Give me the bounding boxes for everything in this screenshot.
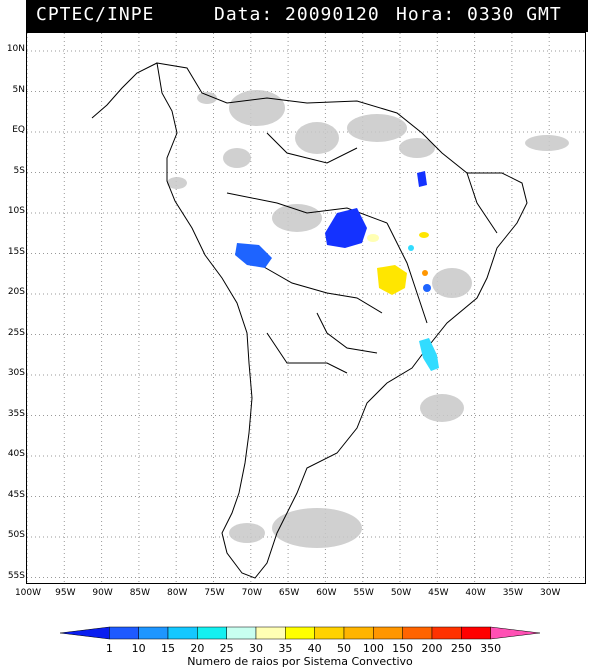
lon-label: 90W — [92, 588, 113, 598]
lat-label: 20S — [7, 287, 25, 297]
system-pale — [367, 234, 379, 242]
lon-label: 55W — [353, 588, 374, 598]
cloud-cover — [167, 90, 569, 548]
colorbar-cell — [285, 626, 315, 640]
map-canvas — [27, 33, 585, 583]
colorbar-cell — [314, 626, 345, 640]
time-label: Hora: 0330 GMT — [396, 4, 562, 25]
colorbar-cell — [343, 626, 374, 640]
colorbar-cell — [402, 626, 433, 640]
colorbar-cell — [138, 626, 169, 640]
lon-label: 30W — [540, 588, 561, 598]
colorbar-tick-label: 10 — [131, 642, 146, 655]
system-blue-large — [325, 208, 367, 248]
agency-label: CPTEC/INPE — [36, 4, 155, 25]
colorbar-tick-label: 200 — [421, 642, 443, 655]
lat-label: 10N — [6, 44, 25, 54]
lat-label: 15S — [7, 246, 25, 257]
lat-label: 5S — [13, 165, 25, 176]
lat-label: 35S — [7, 408, 25, 419]
system-blue-west — [235, 243, 272, 268]
colorbar — [59, 626, 541, 640]
colorbar-tick-label: 1 — [105, 642, 113, 655]
lon-label: 45W — [428, 588, 449, 598]
lat-label: 5N — [12, 84, 25, 95]
header-bar: CPTEC/INPE Data: 20090120 Hora: 0330 GMT — [26, 0, 588, 32]
lat-lon-grid — [27, 33, 585, 583]
lat-label: 10S — [7, 206, 25, 216]
colorbar-tick-label: 150 — [392, 642, 414, 655]
colorbar-tick-label: 20 — [190, 642, 205, 655]
colorbar-tick-label: 50 — [337, 642, 351, 655]
system-cyan-south — [419, 338, 439, 371]
lon-label: 70W — [241, 588, 262, 598]
lon-label: 75W — [204, 588, 225, 598]
colorbar-cell — [255, 626, 286, 640]
lon-label: 80W — [167, 588, 188, 598]
colorbar-cell — [167, 626, 198, 640]
colorbar-cell — [431, 626, 462, 640]
system-cyan-small — [408, 245, 414, 251]
colorbar-cell — [490, 626, 541, 640]
colorbar-cell — [109, 626, 139, 640]
colorbar-cell — [226, 626, 257, 640]
lon-label: 100W — [14, 588, 42, 598]
colorbar-cell — [59, 626, 110, 640]
lon-label: 85W — [129, 588, 151, 598]
colorbar-tick-label: 30 — [249, 642, 263, 655]
colorbar-tick-label: 35 — [278, 642, 293, 655]
map-panel — [26, 32, 586, 584]
colorbar-cell — [461, 626, 491, 640]
lat-label: 45S — [7, 489, 25, 500]
lon-label: 35W — [502, 588, 524, 598]
system-blue-northeast — [417, 171, 427, 187]
lon-label: 95W — [55, 588, 76, 598]
colorbar-tick-label: 250 — [450, 642, 472, 655]
system-orange — [422, 270, 428, 276]
lat-label: EQ — [12, 125, 25, 135]
lat-label: 55S — [7, 570, 25, 581]
colorbar-tick-label: 15 — [161, 642, 175, 655]
lon-label: 50W — [390, 588, 412, 598]
lon-label: 65W — [278, 588, 300, 598]
colorbar-tick-label: 350 — [480, 642, 502, 655]
convective-systems — [235, 171, 439, 371]
colorbar-cell — [373, 626, 403, 640]
lon-label: 60W — [316, 588, 337, 598]
date-label: Data: 20090120 — [214, 4, 380, 25]
system-yellow-small — [419, 232, 429, 238]
lon-label: 40W — [465, 588, 486, 598]
lat-label: 25S — [7, 327, 25, 338]
colorbar-tick-label: 40 — [307, 642, 322, 655]
lat-label: 40S — [7, 449, 25, 459]
colorbar-title: Numero de raios por Sistema Convectivo — [187, 655, 413, 668]
lat-label: 50S — [7, 530, 25, 540]
lat-label: 30S — [7, 368, 25, 378]
colorbar-tick-label: 100 — [362, 642, 384, 655]
colorbar-tick-label: 25 — [219, 642, 234, 655]
coastline — [91, 62, 528, 579]
system-blue-small — [423, 284, 431, 292]
colorbar-cell — [197, 626, 227, 640]
system-yellow — [377, 265, 407, 295]
